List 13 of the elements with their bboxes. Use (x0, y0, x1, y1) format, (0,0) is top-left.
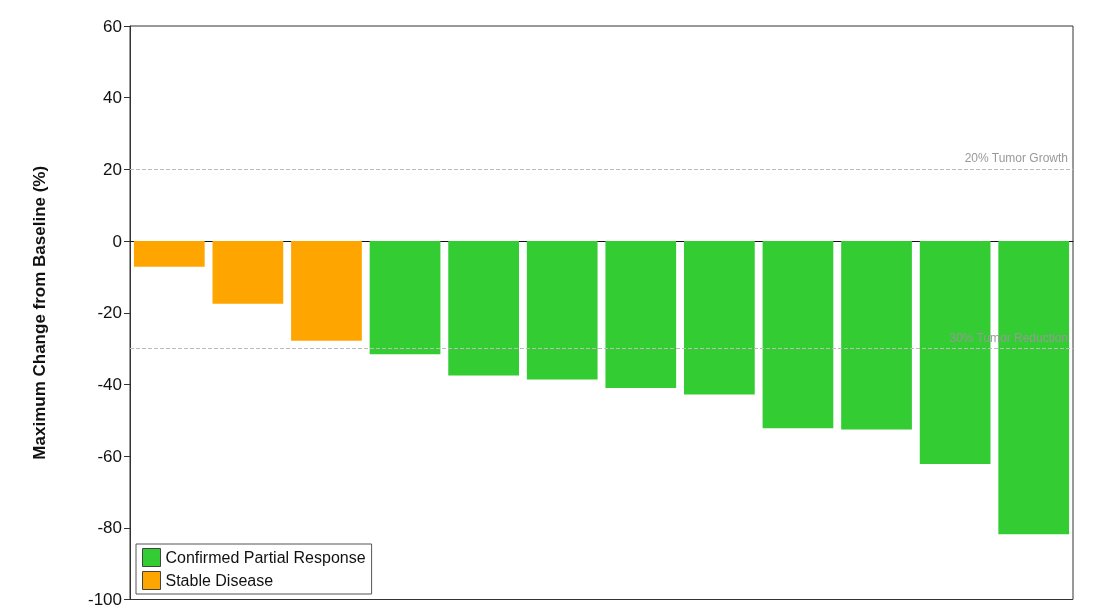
y-tick-label: -20 (97, 303, 122, 323)
legend-label: Stable Disease (165, 572, 274, 589)
legend-label: Confirmed Partial Response (165, 549, 366, 566)
y-tick-label: -40 (97, 374, 122, 394)
y-tick-label: -80 (97, 518, 122, 538)
y-tick-label: 40 (103, 88, 122, 108)
y-tick-label: -100 (87, 590, 122, 609)
y-tick-label: 20 (103, 159, 122, 179)
y-tick-label: 0 (112, 231, 122, 251)
ref-line-label: 20% Tumor Growth (964, 151, 1068, 166)
y-tick-label: -60 (97, 446, 122, 466)
y-axis-title: Maximum Change from Baseline (%) (30, 165, 49, 460)
y-tick-label: 60 (103, 16, 122, 36)
